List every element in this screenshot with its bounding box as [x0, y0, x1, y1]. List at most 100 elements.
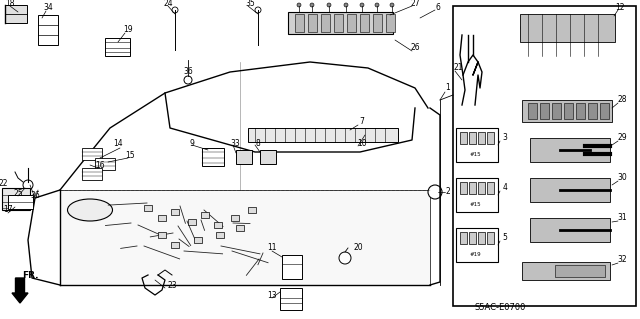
Bar — [280, 288, 302, 310]
Text: 32: 32 — [617, 256, 627, 264]
Text: 25: 25 — [13, 189, 23, 197]
Circle shape — [540, 266, 550, 276]
Text: S5AC-E0700: S5AC-E0700 — [474, 303, 525, 313]
Text: 12: 12 — [615, 4, 625, 12]
Bar — [95, 158, 115, 170]
Bar — [38, 15, 58, 45]
Bar — [469, 232, 476, 244]
Bar — [260, 150, 276, 164]
Bar — [460, 232, 467, 244]
Circle shape — [360, 3, 364, 7]
Bar — [522, 100, 612, 122]
Bar — [194, 237, 202, 243]
Bar — [453, 6, 636, 306]
Bar — [236, 150, 252, 164]
Circle shape — [390, 3, 394, 7]
Bar — [555, 265, 605, 277]
Bar — [295, 14, 304, 32]
Bar — [216, 232, 224, 238]
Bar — [236, 225, 244, 231]
Text: 21: 21 — [453, 63, 463, 72]
Bar — [188, 219, 196, 225]
Bar — [469, 182, 476, 194]
Bar — [231, 215, 239, 221]
Text: 7: 7 — [360, 117, 364, 127]
Bar — [520, 14, 615, 42]
Circle shape — [297, 3, 301, 7]
Text: 13: 13 — [267, 291, 277, 300]
Circle shape — [23, 180, 33, 190]
Bar — [82, 168, 102, 180]
FancyArrow shape — [12, 278, 28, 303]
Circle shape — [184, 76, 192, 84]
Circle shape — [563, 21, 577, 35]
Text: 17: 17 — [3, 205, 13, 214]
Text: 10: 10 — [357, 138, 367, 147]
Text: 16: 16 — [95, 160, 105, 169]
Text: 15: 15 — [125, 151, 135, 160]
Bar — [530, 178, 610, 202]
Bar — [5, 5, 27, 23]
Bar — [530, 218, 610, 242]
Bar — [105, 38, 130, 56]
Circle shape — [172, 7, 178, 13]
Text: 29: 29 — [617, 133, 627, 143]
Bar — [564, 103, 573, 119]
Text: 19: 19 — [123, 26, 133, 34]
Bar — [347, 14, 356, 32]
Bar — [478, 182, 485, 194]
Bar — [158, 215, 166, 221]
Bar — [478, 232, 485, 244]
Bar — [487, 232, 494, 244]
Bar — [82, 148, 102, 160]
Text: 1: 1 — [445, 84, 451, 93]
Bar — [487, 132, 494, 144]
Text: 24: 24 — [163, 0, 173, 8]
Bar — [282, 255, 302, 279]
Text: 8: 8 — [255, 138, 260, 147]
Text: 26: 26 — [410, 43, 420, 53]
Circle shape — [310, 3, 314, 7]
Bar — [214, 222, 222, 228]
Bar — [540, 103, 549, 119]
Text: 4: 4 — [502, 183, 508, 192]
Bar — [373, 14, 382, 32]
Bar — [460, 132, 467, 144]
Text: 28: 28 — [617, 95, 627, 105]
Bar — [334, 14, 343, 32]
Bar — [478, 132, 485, 144]
Bar — [552, 103, 561, 119]
Bar — [248, 128, 398, 142]
Bar — [386, 14, 395, 32]
Bar — [460, 182, 467, 194]
Bar — [360, 14, 369, 32]
Bar — [522, 262, 610, 280]
Bar — [588, 103, 597, 119]
Text: #19: #19 — [469, 251, 481, 256]
Bar — [487, 182, 494, 194]
Text: 20: 20 — [353, 243, 363, 253]
Bar — [530, 138, 610, 162]
Text: 22: 22 — [0, 179, 8, 188]
Text: 27: 27 — [410, 0, 420, 8]
Circle shape — [549, 21, 563, 35]
Circle shape — [591, 21, 605, 35]
Circle shape — [552, 222, 568, 238]
Bar — [60, 190, 430, 285]
Circle shape — [521, 21, 535, 35]
Bar — [456, 128, 498, 162]
Circle shape — [552, 142, 568, 158]
Text: 14: 14 — [113, 138, 123, 147]
Circle shape — [344, 3, 348, 7]
Circle shape — [255, 7, 261, 13]
Circle shape — [428, 185, 442, 199]
Text: 11: 11 — [268, 243, 276, 253]
Text: 6: 6 — [436, 4, 440, 12]
Text: #15: #15 — [469, 152, 481, 157]
Text: 5: 5 — [502, 234, 508, 242]
Bar — [248, 207, 256, 213]
Text: 9: 9 — [189, 138, 195, 147]
Bar — [321, 14, 330, 32]
Circle shape — [535, 21, 549, 35]
Text: 23: 23 — [167, 280, 177, 290]
